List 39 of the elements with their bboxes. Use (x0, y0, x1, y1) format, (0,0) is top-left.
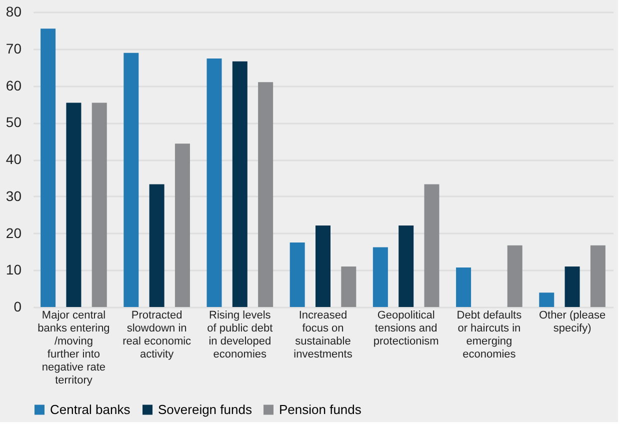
y-tick-label: 30 (6, 188, 22, 204)
bar (66, 102, 82, 307)
x-tick-label: Other (please specify) (538, 310, 606, 334)
x-tick-label: Increased focus on sustainable investments (294, 310, 353, 360)
legend-label: Central banks (50, 402, 131, 417)
y-tick-label: 60 (6, 77, 22, 94)
x-tick-label: Debt defaults or haircuts in emerging economies (456, 310, 522, 360)
bar (92, 102, 107, 307)
bar (456, 268, 472, 307)
y-tick-label: 80 (6, 4, 22, 20)
bar (341, 266, 356, 307)
bar (564, 266, 580, 307)
bar (149, 184, 164, 307)
y-tick-label: 0 (14, 298, 22, 314)
bar (424, 184, 440, 307)
y-tick-label: 50 (6, 114, 22, 130)
y-tick-label: 20 (6, 224, 22, 241)
x-tick-label: Rising levels of public debt in developed economies (207, 310, 273, 360)
bar (539, 292, 554, 307)
bar (590, 245, 606, 307)
y-tick-label: 10 (6, 262, 22, 278)
bar (40, 28, 56, 307)
bar (398, 226, 414, 307)
legend-label: Sovereign funds (158, 402, 252, 417)
x-tick-label: Major central banks entering/moving further into negative rate territory (38, 310, 110, 386)
bar (206, 58, 222, 307)
x-tick-label: Protracted slowdown in real economic activity (122, 310, 192, 360)
x-tick-label: Geopolitical tensions and protectionism (373, 310, 439, 348)
bar (507, 245, 522, 307)
legend-label: Pension funds (279, 402, 362, 417)
bar (232, 61, 248, 307)
bar (124, 52, 139, 307)
bar (174, 144, 190, 307)
bar (258, 82, 274, 307)
bar (316, 226, 330, 307)
y-tick-label: 70 (6, 40, 22, 56)
y-tick-label: 40 (6, 151, 22, 167)
bar (372, 247, 388, 307)
bar (290, 242, 305, 307)
